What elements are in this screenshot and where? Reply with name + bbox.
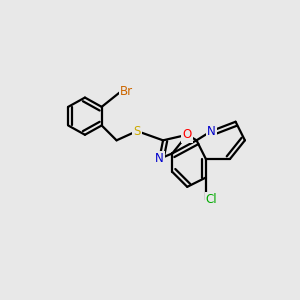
Text: N: N (155, 152, 164, 165)
Text: Br: Br (120, 85, 134, 98)
Text: S: S (133, 124, 141, 137)
Text: N: N (207, 124, 216, 137)
Text: O: O (183, 128, 192, 141)
Text: Cl: Cl (206, 194, 218, 206)
